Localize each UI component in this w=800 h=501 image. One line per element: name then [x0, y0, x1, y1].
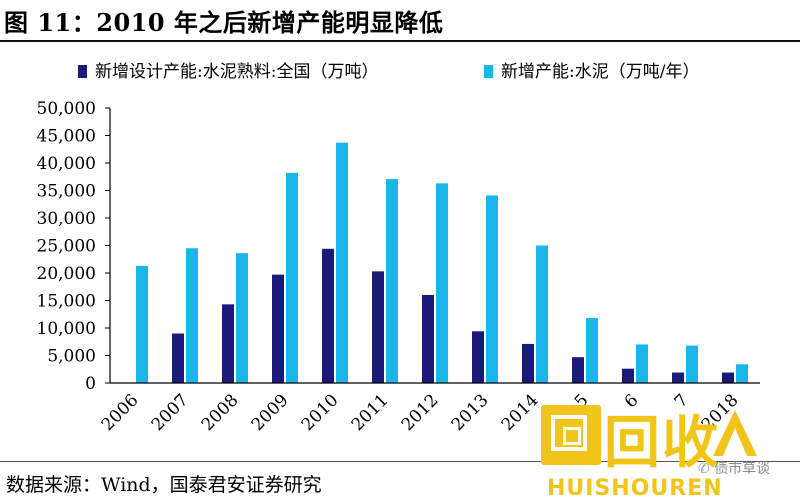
x-tick-label: 2006 — [98, 390, 143, 435]
x-tick-label: 2011 — [348, 390, 393, 435]
x-tick-label: 2014 — [498, 390, 543, 435]
bar — [136, 265, 148, 383]
y-tick-label: 10,000 — [37, 319, 96, 339]
bar — [222, 304, 234, 383]
bar — [286, 172, 298, 383]
y-tick-label: 50,000 — [37, 99, 96, 119]
bar — [572, 357, 584, 383]
bar — [722, 372, 734, 383]
bar — [472, 331, 484, 383]
bar — [172, 333, 184, 383]
watermark-account: ✆ 债市草谈 — [698, 458, 770, 478]
bar — [636, 344, 648, 383]
y-tick-label: 20,000 — [37, 264, 96, 284]
bars-group — [136, 142, 748, 383]
bar — [322, 248, 334, 383]
bar — [672, 372, 684, 383]
y-axis: 0 5,000 10,000 15,000 20,000 25,000 30,000 35,0… — [37, 99, 111, 394]
bar-chart: 新增设计产能:水泥熟料:全国（万吨） 新增产能:水泥（万吨/年） 0 5,000 10… — [37, 61, 760, 435]
figure-title: 图 11：2010 年之后新增产能明显降低 — [4, 8, 444, 37]
source-note: 数据来源：Wind，国泰君安证券研究 — [6, 474, 322, 496]
x-tick-label: 2007 — [148, 390, 193, 435]
x-tick-label: 2009 — [248, 390, 293, 435]
bar — [186, 248, 198, 383]
bar — [436, 183, 448, 383]
bar — [522, 343, 534, 383]
y-tick-label: 5,000 — [47, 347, 96, 367]
bar — [336, 142, 348, 383]
x-tick-label: 2012 — [398, 390, 443, 435]
bar — [386, 178, 398, 383]
bottom-rule — [0, 461, 800, 462]
bar — [622, 368, 634, 383]
legend-swatch — [484, 65, 493, 78]
watermark-leaf-icon — [713, 410, 757, 456]
y-tick-label: 25,000 — [37, 237, 96, 257]
bar — [536, 245, 548, 383]
title-rule — [0, 40, 800, 42]
bar — [422, 295, 434, 383]
watermark-logo-icon — [541, 405, 601, 465]
watermark-brand: HUISHOUREN — [547, 476, 723, 501]
y-tick-label: 15,000 — [37, 292, 96, 312]
bar — [686, 345, 698, 383]
legend-label: 新增设计产能:水泥熟料:全国（万吨） — [95, 61, 378, 82]
legend-label: 新增产能:水泥（万吨/年） — [501, 62, 699, 82]
legend-swatch — [78, 65, 87, 78]
watermark-account-name: 债市草谈 — [714, 461, 771, 477]
wechat-icon: ✆ — [698, 461, 715, 477]
x-tick-label: 2008 — [198, 390, 243, 435]
chart-legend: 新增设计产能:水泥熟料:全国（万吨） 新增产能:水泥（万吨/年） — [78, 61, 699, 82]
bar — [486, 195, 498, 383]
bar — [236, 253, 248, 383]
x-tick-label: 2013 — [448, 390, 493, 435]
y-tick-label: 35,000 — [37, 182, 96, 202]
bar — [586, 318, 598, 383]
y-tick-label: 0 — [85, 374, 96, 394]
y-tick-label: 30,000 — [37, 209, 96, 229]
x-tick-label: 2010 — [298, 390, 343, 435]
bar — [372, 271, 384, 383]
y-tick-label: 45,000 — [37, 127, 96, 147]
watermark-text: 回收 — [604, 411, 720, 476]
bar — [736, 364, 748, 383]
x-axis: 2006 2007 2008 2009 2010 2011 2012 2013 2014 5 6 7 2… — [98, 382, 760, 435]
bar — [272, 274, 284, 383]
y-tick-label: 40,000 — [37, 154, 96, 174]
